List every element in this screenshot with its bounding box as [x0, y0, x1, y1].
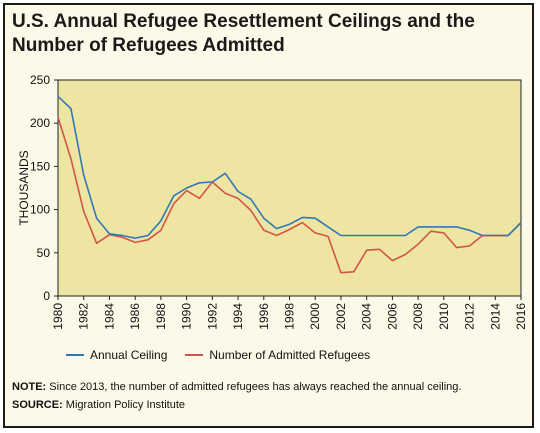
x-tick-label: 1986	[128, 303, 142, 330]
x-tick-label: 1980	[51, 303, 65, 330]
legend-item: Number of Admitted Refugees	[185, 348, 370, 362]
x-tick-label: 2012	[463, 303, 477, 330]
legend-swatch	[66, 354, 84, 356]
source-text: Migration Policy Institute	[65, 399, 186, 411]
y-tick-label: 150	[30, 159, 50, 173]
series-line-annual-ceiling	[57, 95, 522, 239]
x-tick-label: 2016	[514, 303, 528, 330]
legend-label: Annual Ceiling	[90, 348, 168, 362]
x-tick-label: 2000	[308, 303, 322, 330]
x-tick-label: 1994	[231, 303, 245, 330]
x-tick-label: 2004	[360, 303, 374, 330]
x-tick-label: 2014	[488, 303, 502, 330]
x-tick-label: 1988	[154, 303, 168, 330]
x-tick-label: 2008	[411, 303, 425, 330]
x-tick-label: 1990	[180, 303, 194, 330]
x-tick-label: 2006	[385, 303, 399, 330]
legend-label: Number of Admitted Refugees	[209, 348, 371, 362]
x-tick-label: 1992	[205, 303, 219, 330]
y-tick-label: 200	[30, 116, 50, 130]
x-tick-label: 1982	[77, 303, 91, 330]
legend-swatch	[185, 354, 204, 356]
x-tick-label: 2010	[437, 303, 451, 330]
y-axis-label: THOUSANDS	[17, 150, 31, 225]
note-text: Since 2013, the number of admitted refug…	[49, 381, 462, 393]
chart-legend: Annual Ceiling Number of Admitted Refugee…	[66, 346, 388, 364]
source-line: SOURCE: Migration Policy Institute	[12, 396, 527, 414]
x-tick-label: 1996	[257, 303, 271, 330]
series-line-admitted-refugees	[57, 116, 522, 274]
x-tick-label: 1998	[283, 303, 297, 330]
x-tick-label: 1984	[102, 303, 116, 330]
source-label: SOURCE:	[12, 399, 63, 411]
chart-title: U.S. Annual Refugee Resettlement Ceiling…	[12, 11, 475, 56]
note-line: NOTE: Since 2013, the number of admitted…	[12, 378, 527, 396]
y-tick-label: 250	[30, 73, 50, 87]
note-label: NOTE:	[12, 381, 47, 393]
legend-item: Annual Ceiling	[66, 348, 167, 362]
x-tick-label: 2002	[334, 303, 348, 330]
plot-area	[57, 79, 522, 297]
y-tick-label: 100	[30, 203, 50, 217]
y-tick-label: 50	[37, 246, 51, 260]
y-tick-label: 0	[43, 289, 50, 303]
chart-footnotes: NOTE: Since 2013, the number of admitted…	[12, 378, 527, 414]
